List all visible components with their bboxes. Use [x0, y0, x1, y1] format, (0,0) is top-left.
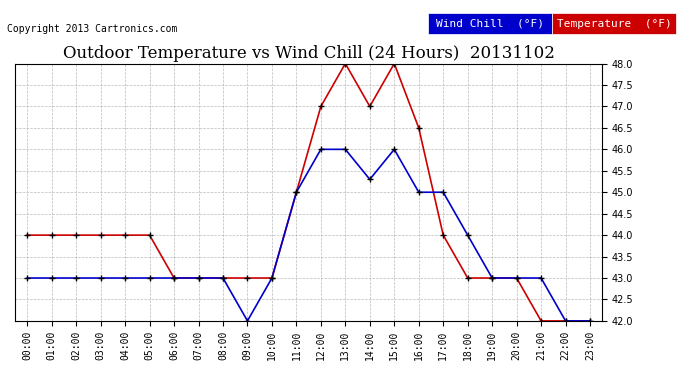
Text: Temperature  (°F): Temperature (°F) — [557, 19, 671, 28]
Title: Outdoor Temperature vs Wind Chill (24 Hours)  20131102: Outdoor Temperature vs Wind Chill (24 Ho… — [63, 45, 555, 62]
Text: Wind Chill  (°F): Wind Chill (°F) — [436, 19, 544, 28]
Text: Copyright 2013 Cartronics.com: Copyright 2013 Cartronics.com — [7, 24, 177, 34]
